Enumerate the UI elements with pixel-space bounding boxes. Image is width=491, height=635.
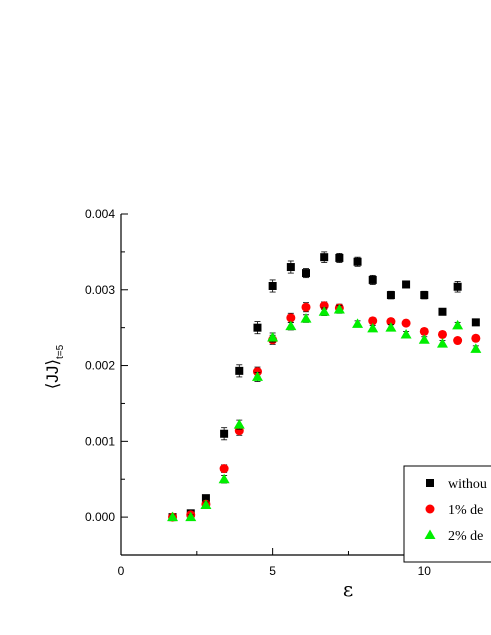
y-tick-label: 0.004 [85,207,115,221]
data-point [418,334,430,344]
data-point [386,317,396,327]
data-point [167,511,179,522]
y-tick-label: 0.001 [85,434,115,448]
data-point [386,291,395,300]
data-point [420,291,429,300]
legend: withou 1% de 2% de [403,465,491,563]
data-point [320,253,329,262]
data-point [453,282,462,291]
svg-text:⟨JJ⟩t=5: ⟨JJ⟩t=5 [43,344,66,389]
data-point [452,319,464,330]
data-point [201,494,210,503]
data-point [352,318,364,328]
data-point [286,313,296,323]
data-point [400,328,412,339]
data-point [437,329,447,339]
data-point [302,269,310,278]
legend-label: 2% de [448,529,483,544]
data-point [367,322,379,333]
data-point [286,263,295,272]
data-point [385,322,397,332]
y-tick-label: 0.000 [85,510,115,524]
data-point [251,371,263,381]
data-point [301,302,311,312]
x-tick-label: 0 [118,564,125,578]
legend-label: withou [448,477,487,492]
data-point [453,336,463,346]
y-ticks: 0.000 0.001 0.002 0.003 0.004 [85,207,128,556]
data-point [267,332,279,342]
data-point [471,318,480,327]
x-ticks: 0 5 10 [118,548,432,578]
y-axis-label-main: ⟨JJ⟩ [43,359,62,389]
y-axis-label-subscript: t=5 [55,344,66,359]
x-tick-label: 5 [269,564,276,578]
data-point [419,326,429,336]
legend-marker [426,479,434,487]
data-point [401,318,411,328]
legend-marker [425,504,435,514]
data-point [300,313,312,323]
data-point [268,281,277,290]
data-point [220,429,229,438]
data-point [333,303,345,314]
data-point [438,307,447,316]
y-tick-label: 0.002 [85,359,115,373]
data-point [335,253,344,262]
data-point [353,257,362,266]
series-3 [167,303,482,522]
data-point [200,499,212,509]
x-axis-title: ε [343,577,353,601]
data-point [368,316,378,326]
x-tick-label: 10 [418,564,432,578]
data-point [368,275,377,284]
data-point [318,306,330,316]
legend-box [403,465,491,563]
data-markers [167,251,482,522]
data-point [285,320,297,331]
y-axis-title: ⟨JJ⟩t=5 [43,344,66,389]
legend-marker [424,529,436,539]
data-point [471,333,481,343]
data-point [436,338,448,348]
data-point [402,280,411,289]
data-point [235,366,244,375]
data-point [233,419,245,429]
legend-label: 1% de [448,503,483,518]
data-point [185,511,197,522]
data-point [253,323,262,332]
data-point [470,343,482,353]
data-point [218,473,230,484]
y-tick-label: 0.003 [85,283,115,297]
data-point [219,464,229,474]
